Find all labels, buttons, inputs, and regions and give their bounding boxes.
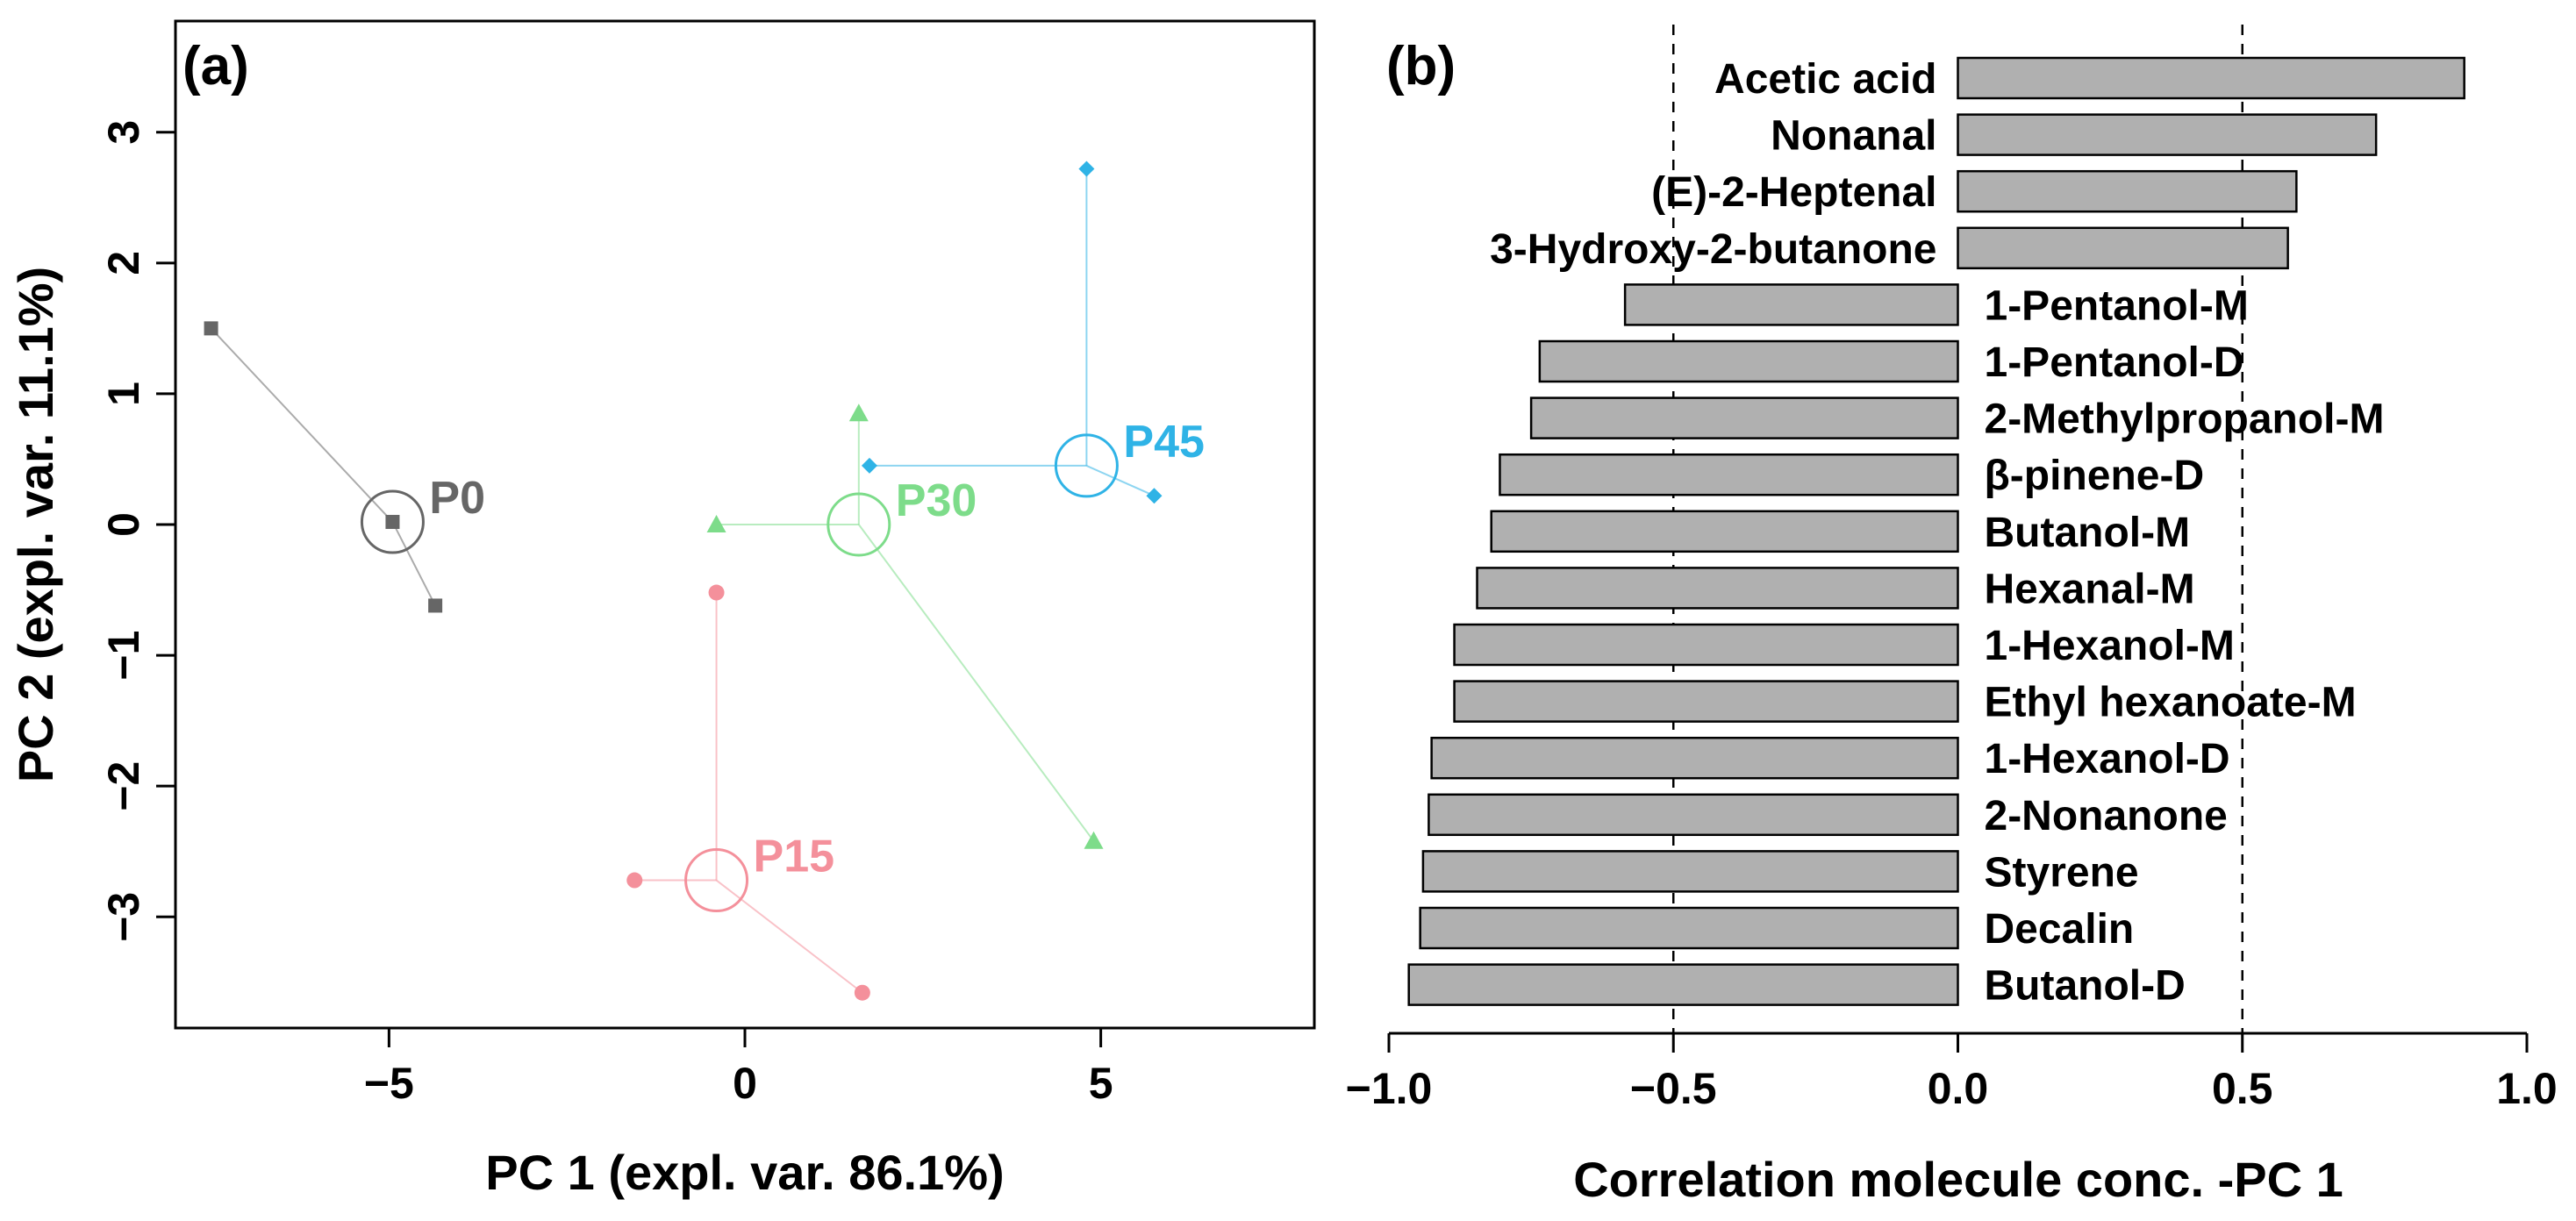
group-p15-point — [626, 872, 643, 889]
pca-x-tick-label: −5 — [364, 1059, 414, 1108]
correlation-x-tick-label: −1.0 — [1346, 1064, 1433, 1113]
bar-e-2-heptenal-label: (E)-2-Heptenal — [1651, 169, 1936, 216]
bar-1-hexanol-d — [1430, 736, 1959, 780]
bar-2-methylpropanol-m — [1529, 396, 1959, 439]
correlation-bar-panel: (b) Correlation molecule conc. -PC 1 Ace… — [1346, 25, 2558, 1207]
group-p15-point — [854, 984, 870, 1001]
bar-1-hexanol-m-label: 1-Hexanol-M — [1985, 623, 2235, 669]
group-p15-label: P15 — [754, 832, 835, 882]
group-p30-centroid — [826, 492, 891, 557]
pca-y-tick-label: −1 — [99, 631, 148, 681]
panel-a-label: (a) — [182, 36, 249, 96]
correlation-bars: Acetic acid Nonanal (E)-2-Heptenal 3-Hydrox… — [1407, 56, 2465, 1010]
group-p0-spoke — [210, 327, 394, 523]
bar-pinene-d-label: β-pinene-D — [1985, 453, 2205, 499]
bar-1-hexanol-d-label: 1-Hexanol-D — [1985, 736, 2230, 782]
bar-nonanal — [1957, 113, 2378, 156]
group-p0: P0 — [204, 321, 485, 613]
group-p45: P45 — [861, 161, 1205, 504]
bar-decalin — [1419, 906, 1959, 950]
group-p45-centroid — [1054, 433, 1119, 498]
bar-acetic-acid — [1957, 56, 2465, 100]
group-p15: P15 — [626, 584, 870, 1001]
bar-ethyl-hexanoate-m-label: Ethyl hexanoate-M — [1985, 680, 2357, 726]
group-p15-point — [708, 584, 725, 601]
bar-nonanal-label: Nonanal — [1771, 113, 1936, 160]
bar-hexanal-m-label: Hexanal-M — [1985, 566, 2195, 612]
bar-decalin-label: Decalin — [1985, 906, 2135, 953]
group-p30-point — [848, 403, 869, 422]
pca-scatter-panel: (a) PC 1 (expl. var. 86.1%) PC 2 (expl. … — [8, 19, 1316, 1200]
correlation-x-tick-label: −0.5 — [1630, 1064, 1717, 1113]
bar-pinene-d — [1499, 453, 1959, 496]
bar-butanol-d — [1407, 963, 1959, 1006]
bar-acetic-acid-label: Acetic acid — [1714, 56, 1936, 103]
bar-1-pentanol-d — [1538, 339, 1959, 383]
bar-1-pentanol-m — [1623, 283, 1959, 326]
bar-butanol-m-label: Butanol-M — [1985, 510, 2191, 556]
pca-groups: P0 P15 P30 P45 — [204, 161, 1205, 1001]
group-p0-point — [428, 598, 443, 613]
bar-hexanal-m — [1476, 567, 1959, 610]
group-p30-label: P30 — [896, 475, 977, 526]
group-p0-label: P0 — [429, 473, 485, 524]
group-p15-spoke — [715, 879, 863, 994]
group-p0-spoke — [391, 521, 436, 606]
group-p45-point — [861, 457, 877, 474]
group-p45-point — [1146, 488, 1163, 504]
group-p15-centroid — [684, 848, 749, 913]
bar-e-2-heptenal — [1957, 169, 2298, 213]
pca-x-tick-label: 5 — [1089, 1059, 1113, 1108]
pca-y-tick-label: 3 — [99, 120, 148, 145]
group-p0-point — [204, 321, 218, 336]
pca-y-tick-label: 2 — [99, 251, 148, 275]
bar-2-nonanone-label: 2-Nonanone — [1985, 793, 2228, 839]
correlation-x-axis-label: Correlation molecule conc. -PC 1 — [1573, 1152, 2343, 1207]
bar-3-hydroxy-2-butanone — [1957, 226, 2289, 270]
group-p0-centroid — [360, 489, 425, 554]
bar-1-hexanol-m — [1453, 623, 1959, 667]
bar-butanol-d-label: Butanol-D — [1985, 963, 2186, 1010]
bar-butanol-m — [1490, 510, 1959, 553]
pca-y-ticks: −3 −2 −1 0 1 2 3 — [99, 120, 175, 942]
group-p30-point — [1084, 831, 1104, 849]
group-p45-spoke — [1085, 464, 1155, 497]
group-p45-point — [1078, 161, 1095, 177]
group-p0-point — [385, 515, 400, 530]
group-p30-spoke — [857, 524, 1095, 842]
correlation-x-tick-label: 1.0 — [2496, 1064, 2558, 1113]
group-p45-label: P45 — [1123, 417, 1205, 468]
group-p30-point — [706, 515, 726, 532]
bar-3-hydroxy-2-butanone-label: 3-Hydroxy-2-butanone — [1490, 226, 1936, 273]
correlation-x-axis: −1.0 −0.5 0.0 0.5 1.0 — [1346, 1032, 2558, 1113]
bar-1-pentanol-m-label: 1-Pentanol-M — [1985, 282, 2249, 329]
pca-y-axis-label: PC 2 (expl. var. 11.1%) — [8, 267, 63, 782]
pca-x-tick-label: 0 — [733, 1059, 757, 1108]
correlation-x-tick-label: 0.5 — [2212, 1064, 2273, 1113]
bar-1-pentanol-d-label: 1-Pentanol-D — [1985, 339, 2244, 386]
bar-styrene — [1421, 850, 1959, 893]
pca-y-tick-label: −2 — [99, 761, 148, 811]
correlation-x-tick-label: 0.0 — [1928, 1064, 1989, 1113]
bar-2-methylpropanol-m-label: 2-Methylpropanol-M — [1985, 396, 2385, 443]
pca-y-tick-label: 0 — [99, 512, 148, 537]
pca-x-ticks: −5 0 5 — [364, 1028, 1113, 1108]
panel-b-label: (b) — [1386, 36, 1456, 96]
group-p30: P30 — [706, 403, 1104, 849]
pca-x-axis-label: PC 1 (expl. var. 86.1%) — [485, 1145, 1004, 1200]
bar-styrene-label: Styrene — [1985, 849, 2139, 896]
bar-ethyl-hexanoate-m — [1453, 680, 1959, 723]
pca-y-tick-label: −3 — [99, 892, 148, 942]
pca-y-tick-label: 1 — [99, 382, 148, 406]
bar-2-nonanone — [1428, 793, 1959, 837]
